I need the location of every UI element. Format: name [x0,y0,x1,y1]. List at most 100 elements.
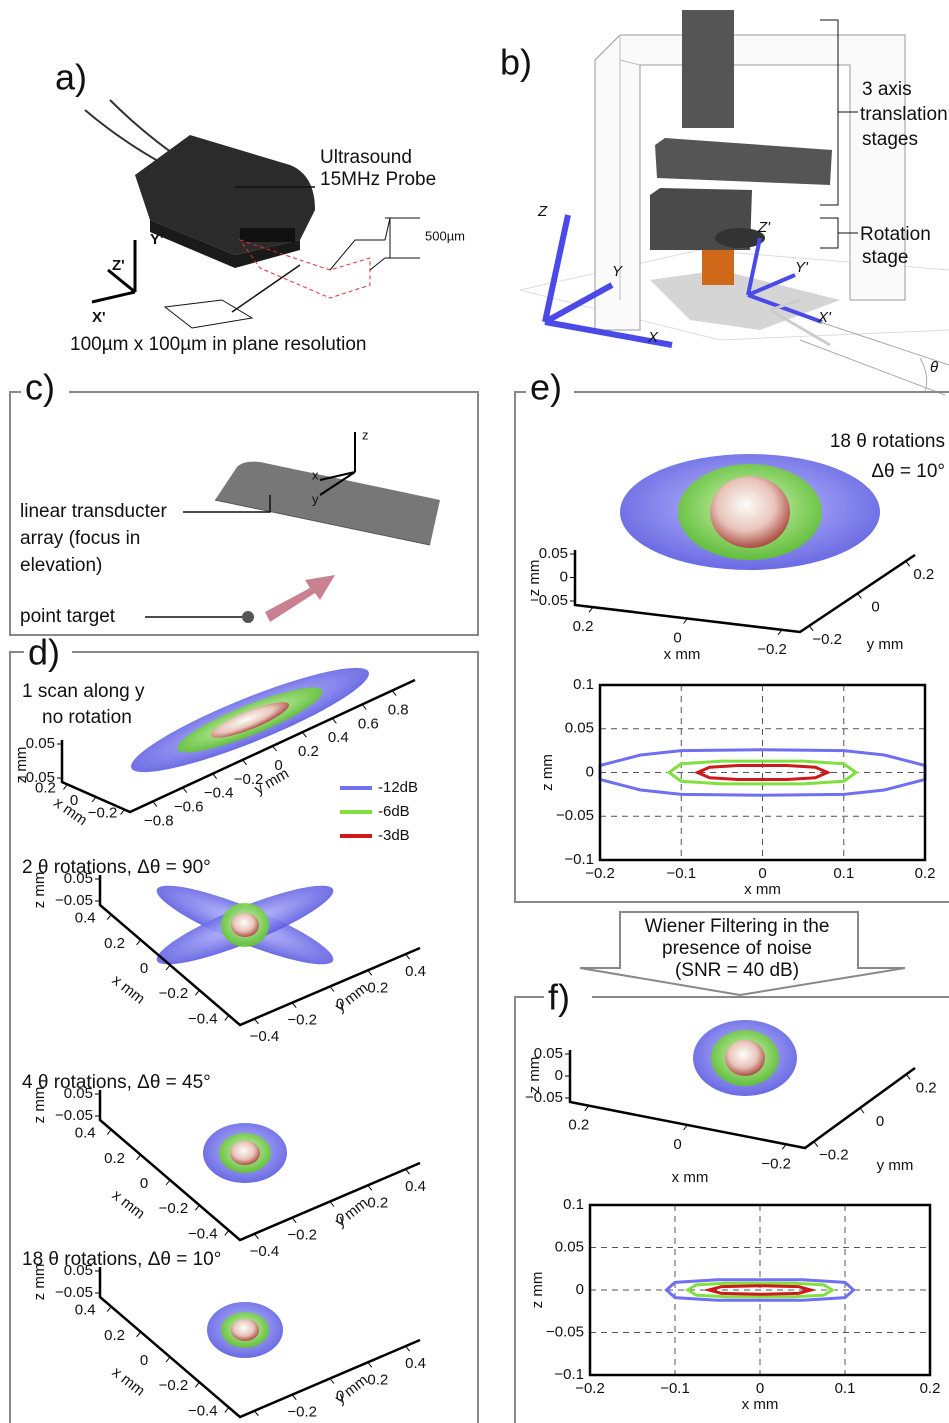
label: X' [817,309,832,326]
x-tick-label: −0.1 [666,865,696,882]
y-tick-label: −0.2 [287,1012,317,1029]
tick [121,810,125,815]
surface [710,476,790,548]
x-tick-label: −0.1 [660,1380,690,1397]
label: Z [537,203,548,220]
label: x [312,467,319,482]
label: stage [862,247,908,268]
x-tick-label: −0.2 [757,641,787,658]
x-tick-label: 0 [673,1136,681,1153]
y-tick-label: 0.4 [405,1178,426,1195]
y-tick-label: −0.1 [564,851,594,868]
tick [368,1185,372,1190]
label: elevation) [20,555,102,576]
x-tick-label: 0 [756,1380,764,1397]
label: Wiener Filtering in the [645,916,830,937]
tick [406,1169,410,1174]
label: Z' [112,257,125,274]
probe-drawing [85,100,420,328]
tick [107,1307,111,1312]
axis-label: x mm [109,972,148,1008]
label: 1 scan along y [22,681,145,702]
label: z [362,427,369,442]
z-tick-label: 0.05 [64,1085,93,1102]
tick [406,954,410,959]
z-tick-label: −0.05 [55,1107,93,1124]
y-tick-label: 0.2 [367,979,388,996]
x-tick-label: 0 [673,629,681,646]
x-tick-label: 0.2 [573,618,594,635]
surface [231,1319,259,1341]
y-tick-label: 0.8 [388,702,409,719]
tick [362,704,366,709]
y-tick-label: 0.2 [913,566,934,583]
tick [183,788,187,793]
y-tick-label: 0.2 [367,1194,388,1211]
x-tick-label: 0 [140,1175,148,1192]
y-tick-label: 0 [586,763,594,780]
x-tick-label: 0.4 [75,910,96,927]
y-tick-label: −0.6 [174,799,204,816]
tick [330,1379,334,1384]
y-tick-label: 0.1 [573,676,594,693]
x-tick-label: 0.2 [35,779,56,796]
tick [814,1142,818,1147]
tick [195,1205,199,1210]
tick [292,1003,296,1008]
tick [243,760,247,765]
x-tick-label: 0.1 [833,865,854,882]
x-tick-label: 0 [140,1352,148,1369]
y-tick-label: 0 [871,598,879,615]
tick [906,561,910,566]
label: Y [612,263,623,280]
label: no rotation [42,707,132,728]
label: X [647,329,659,346]
label: linear transducter [20,501,167,522]
x-tick-label: 0.2 [920,1380,941,1397]
y-tick-label: −0.4 [250,1028,280,1045]
axis-label: x mm [109,1364,148,1400]
x-tick-label: 0.2 [104,935,125,952]
y-tick-label: −0.05 [556,807,594,824]
axis-label: y mm [332,1372,371,1408]
z-tick-label: 0.05 [539,545,568,562]
x-tick-label: −0.2 [88,805,118,822]
axis-3d [100,875,420,1025]
panel-label: c) [25,367,55,408]
x-tick-label: 0.2 [568,1117,589,1134]
label: Z' [757,219,771,236]
axis-label: x mm [672,1169,709,1186]
tick [858,594,862,599]
y-tick-label: 0.6 [358,715,379,732]
y-tick-label: −0.2 [287,1227,317,1244]
stage-drawing [520,10,949,395]
y-tick-label: 0.4 [405,1355,426,1372]
axis-label: y mm [867,636,904,653]
tick [292,1395,296,1400]
panel-label: f) [548,977,570,1018]
x-tick-label: 0.2 [104,1327,125,1344]
tick [906,1074,910,1079]
label: Y' [795,259,809,276]
y-tick-label: 0.2 [916,1079,937,1096]
tick [273,746,277,751]
z-tick-label: 0.05 [26,735,55,752]
z-tick-label: 0 [555,1067,563,1084]
axis-label: z mm [526,1057,543,1094]
tick [63,784,67,789]
tick [330,1202,334,1207]
x-tick-label: 0.2 [915,865,936,882]
axis-label: y mm [332,1195,371,1231]
surface [231,913,259,937]
z-tick-label: −0.05 [55,892,93,909]
y-tick-label: −0.05 [546,1323,584,1340]
z-tick-label: 0 [560,568,568,585]
label: Rotation [860,224,931,245]
axis-label: z mm [526,560,543,597]
label: Δθ = 10° [871,461,945,482]
label: stages [862,129,918,150]
tick [292,1218,296,1223]
x-tick-label: 0 [140,960,148,977]
label: (SNR = 40 dB) [675,960,799,981]
tick [860,1108,864,1113]
